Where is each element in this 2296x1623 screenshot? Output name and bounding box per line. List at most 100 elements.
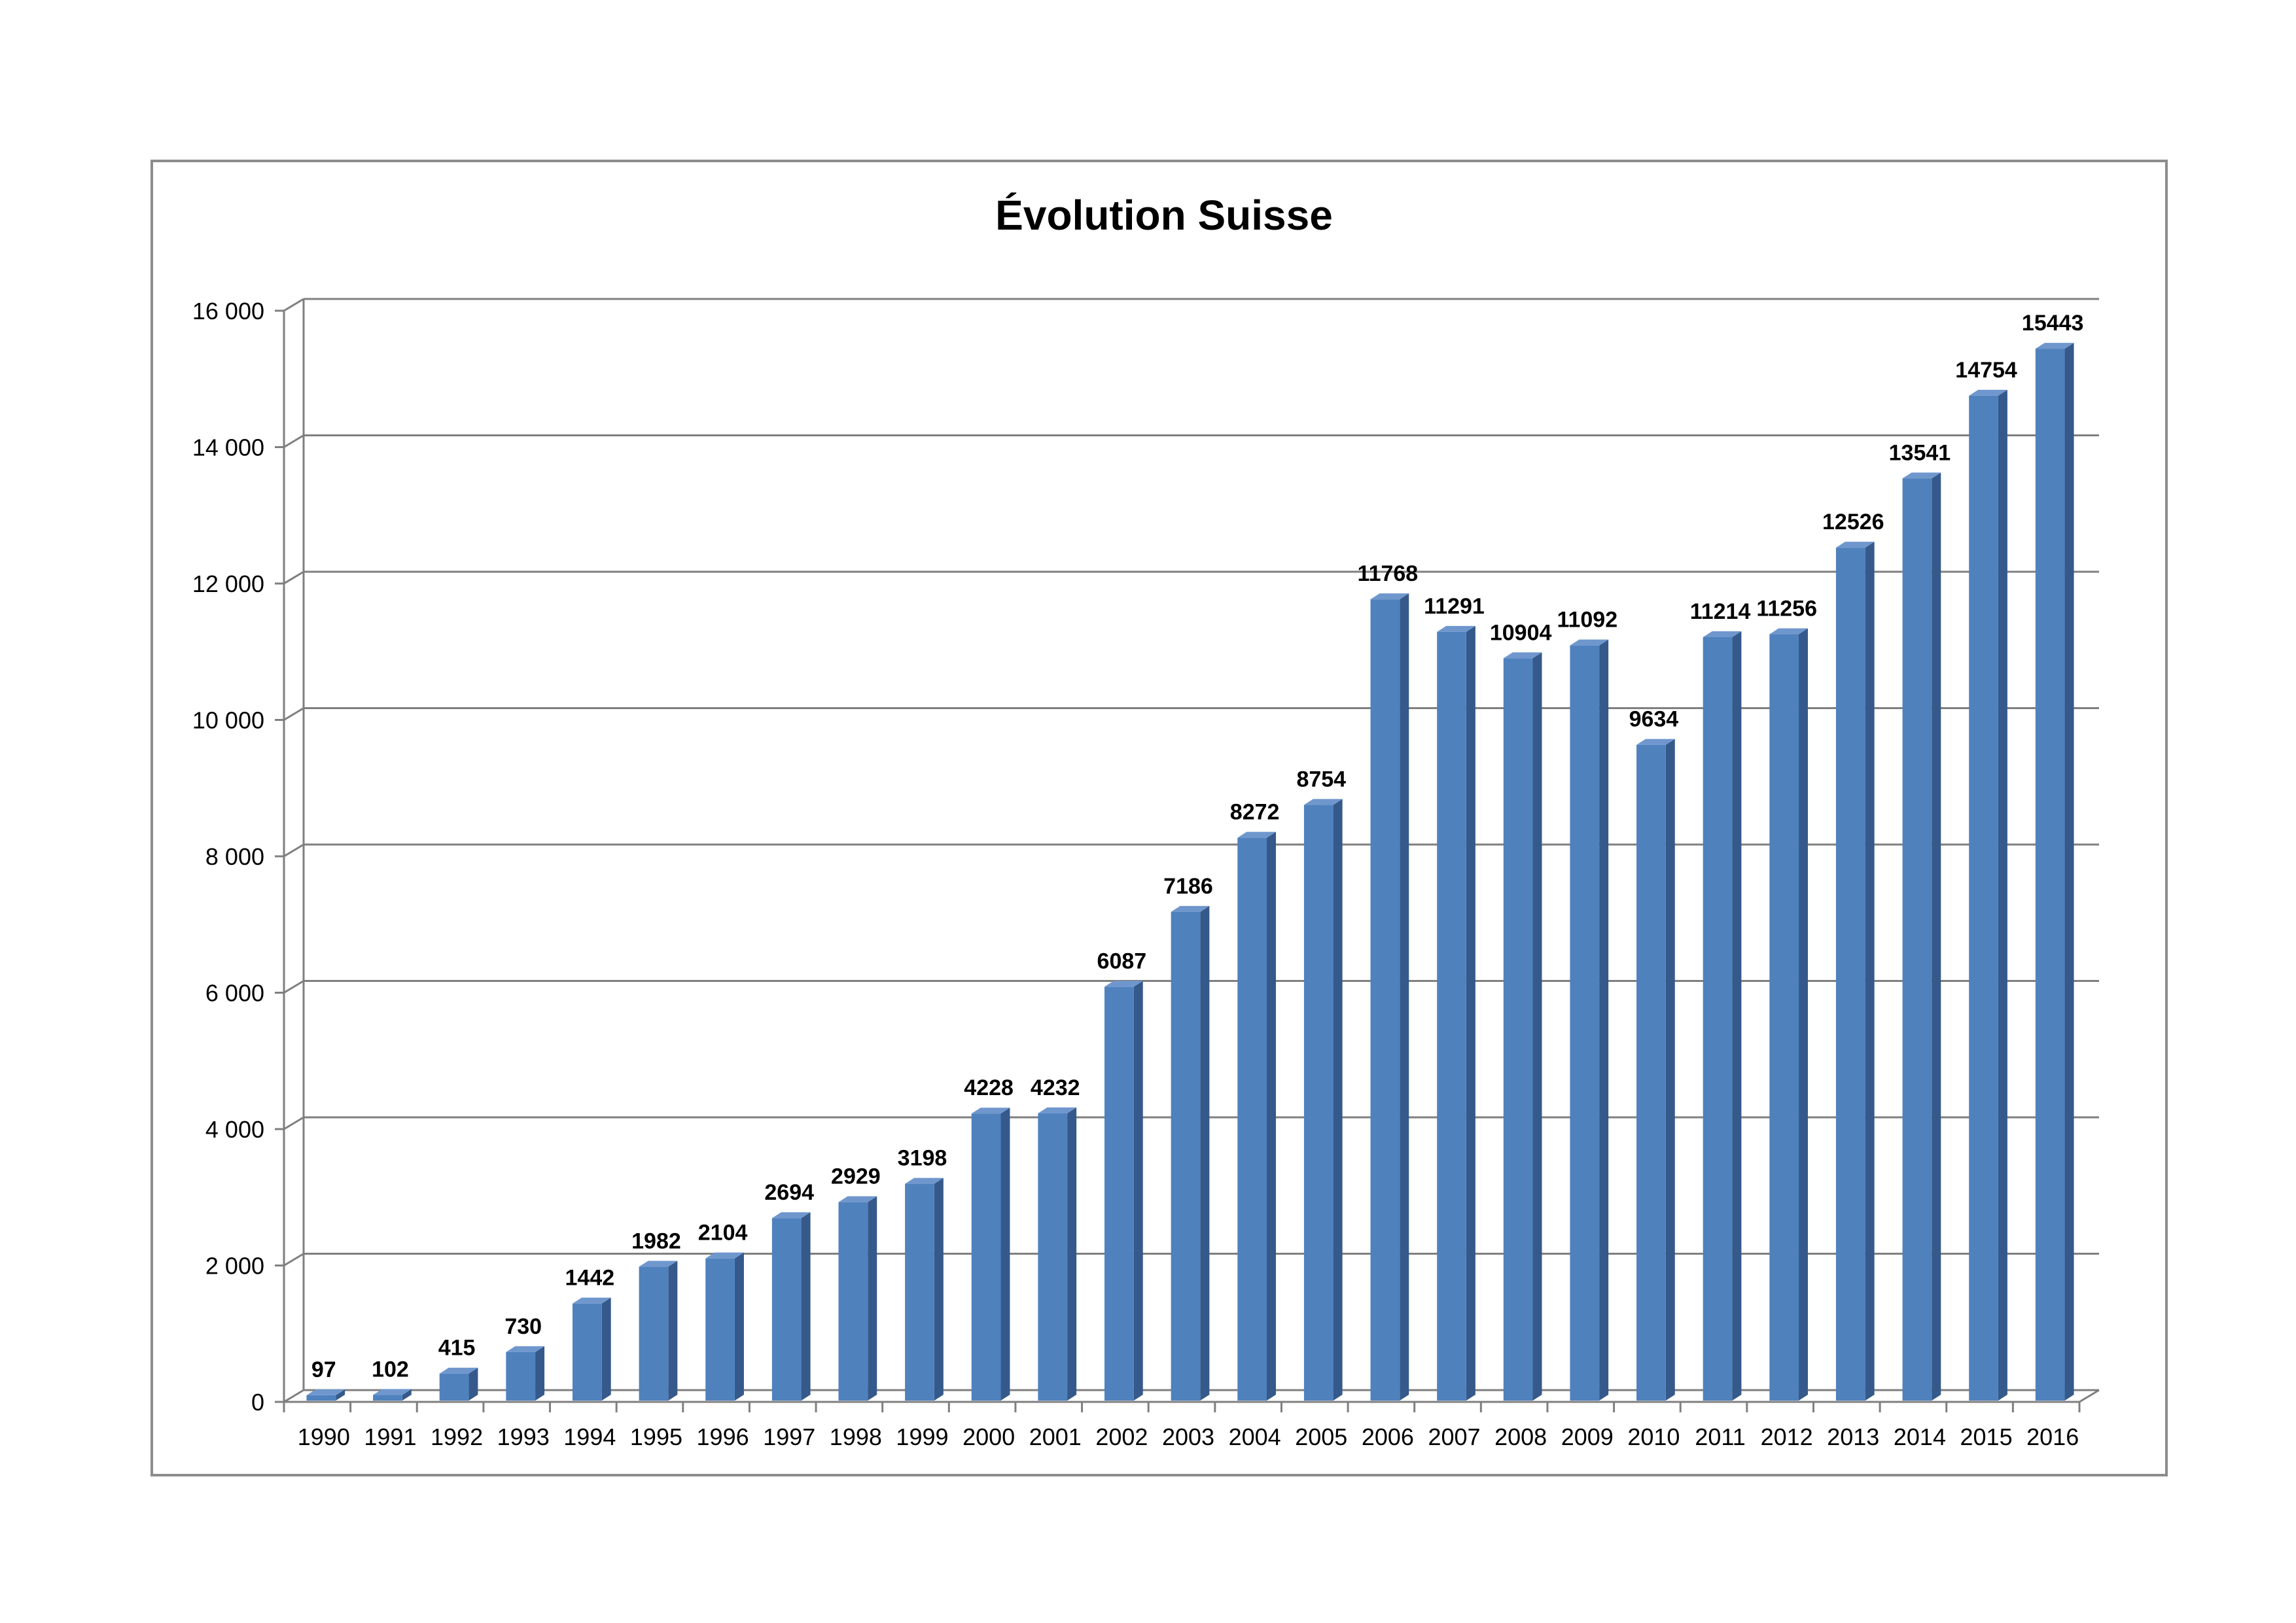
x-tick-label-2011: 2011	[1695, 1423, 1745, 1450]
x-tick-label-2013: 2013	[1827, 1423, 1879, 1450]
bar-front-2012	[1769, 634, 1799, 1401]
x-tick-label-2000: 2000	[963, 1423, 1015, 1450]
data-label-2004: 8272	[1230, 800, 1280, 825]
gridline-depth-16000	[283, 298, 304, 312]
gridline-depth-8000	[283, 843, 304, 858]
data-label-2003: 7186	[1163, 874, 1213, 899]
bar-side-1991	[402, 1389, 412, 1401]
labels-layer: 97 1990 102 1991 415 1992 730 1993 1442 1994 1982 1…	[298, 311, 2084, 1450]
data-label-2008: 10904	[1490, 620, 1552, 645]
x-tick-label-2009: 2009	[1561, 1423, 1614, 1450]
bar-front-1999	[905, 1183, 934, 1401]
bar-side-2014	[1932, 472, 1941, 1401]
data-label-2010: 9634	[1629, 707, 1679, 732]
bar-top-1991	[373, 1389, 412, 1395]
bar-front-1997	[771, 1218, 802, 1401]
y-tick-label-16000: 16 000	[192, 298, 264, 324]
bar-top-1996	[705, 1252, 744, 1259]
y-tick-label-2000: 2 000	[205, 1253, 264, 1280]
x-tick-label-2006: 2006	[1362, 1423, 1414, 1450]
bar-side-2010	[1665, 739, 1675, 1401]
bar-side-2008	[1532, 652, 1542, 1401]
x-tick-label-1990: 1990	[298, 1423, 350, 1450]
x-tick-label-2007: 2007	[1428, 1423, 1480, 1450]
bar-front-2016	[2035, 349, 2065, 1401]
bar-front-2000	[971, 1113, 1001, 1401]
data-label-2015: 14754	[1955, 358, 2017, 383]
bar-top-1990	[306, 1389, 345, 1395]
bar-side-1994	[601, 1297, 611, 1401]
bar-front-1992	[439, 1373, 469, 1401]
bar-front-2013	[1835, 548, 1865, 1401]
data-label-1994: 1442	[565, 1266, 615, 1291]
x-tick-label-2005: 2005	[1295, 1423, 1347, 1450]
y-tick-label-6000: 6 000	[205, 980, 264, 1007]
data-label-2000: 4228	[964, 1075, 1014, 1100]
gridline-depth-0	[283, 1389, 304, 1403]
bar-front-2004	[1237, 837, 1267, 1401]
x-tick-label-2004: 2004	[1229, 1423, 1281, 1450]
data-label-1998: 2929	[831, 1164, 881, 1189]
gridline-depth-4000	[283, 1116, 304, 1130]
data-label-1996: 2104	[698, 1221, 748, 1246]
x-tick-label-2002: 2002	[1095, 1423, 1148, 1450]
bar-front-1998	[838, 1202, 868, 1401]
bar-side-2001	[1067, 1107, 1077, 1401]
bar-front-2014	[1902, 478, 1932, 1401]
bar-side-2004	[1266, 831, 1276, 1401]
y-tick-label-14000: 14 000	[192, 434, 264, 461]
data-label-2012: 11256	[1756, 597, 1817, 621]
chart-title: Évolution Suisse	[995, 192, 1333, 239]
bar-side-2012	[1799, 628, 1809, 1401]
bar-2005	[1303, 799, 1343, 1401]
bar-side-2016	[2064, 343, 2074, 1401]
bar-2006	[1370, 593, 1409, 1401]
bar-top-2007	[1437, 625, 1475, 632]
y-tick-label-0: 0	[251, 1389, 264, 1416]
bar-front-1996	[705, 1258, 735, 1401]
data-label-2016: 15443	[2022, 311, 2084, 336]
data-label-1995: 1982	[631, 1229, 681, 1253]
bar-top-2013	[1835, 542, 1875, 548]
bar-side-2009	[1599, 639, 1609, 1401]
bar-top-2009	[1570, 639, 1609, 646]
bar-2010	[1636, 739, 1675, 1401]
data-label-2009: 11092	[1557, 608, 1617, 633]
x-tick-label-2016: 2016	[2026, 1423, 2079, 1450]
chart-frame: Évolution Suisse 0 2 000 4 000 6 000 8 000 10…	[150, 160, 2168, 1476]
y-tick-label-10000: 10 000	[192, 707, 264, 734]
bar-side-1992	[468, 1367, 478, 1401]
bar-2004	[1237, 831, 1276, 1401]
bar-top-2016	[2035, 343, 2074, 349]
bar-1995	[639, 1261, 678, 1401]
bar-top-2014	[1902, 472, 1941, 479]
chart-svg: Évolution Suisse 0 2 000 4 000 6 000 8 000 10…	[192, 192, 2100, 1450]
bar-top-2006	[1370, 593, 1409, 600]
bar-front-2009	[1570, 645, 1600, 1401]
bar-side-2007	[1466, 625, 1475, 1401]
bar-2003	[1171, 905, 1210, 1401]
bar-top-1995	[639, 1261, 678, 1267]
bar-2015	[1969, 389, 2007, 1401]
bar-2009	[1570, 639, 1609, 1401]
bars-layer	[306, 343, 2074, 1401]
y-tick-label-4000: 4 000	[205, 1116, 264, 1143]
x-tick-label-1995: 1995	[630, 1423, 682, 1450]
bar-side-2006	[1400, 593, 1409, 1401]
bar-front-1990	[306, 1395, 336, 1401]
bar-front-1993	[506, 1352, 536, 1401]
bar-top-2000	[971, 1108, 1010, 1114]
x-tick-label-2008: 2008	[1494, 1423, 1547, 1450]
bar-side-1995	[668, 1261, 678, 1401]
axis-layer: 0 2 000 4 000 6 000 8 000 10 000 12 000 14 000 1…	[192, 298, 2100, 1416]
x-axis-depth-line	[2079, 1389, 2100, 1403]
bar-1991	[373, 1389, 412, 1401]
data-label-2002: 6087	[1097, 949, 1147, 973]
x-tick-label-1992: 1992	[431, 1423, 483, 1450]
data-label-1993: 730	[504, 1314, 542, 1339]
x-tick-label-1997: 1997	[763, 1423, 815, 1450]
data-label-1999: 3198	[898, 1146, 947, 1171]
x-tick-label-1993: 1993	[497, 1423, 550, 1450]
bar-front-1995	[639, 1266, 669, 1401]
bar-1999	[905, 1178, 944, 1401]
